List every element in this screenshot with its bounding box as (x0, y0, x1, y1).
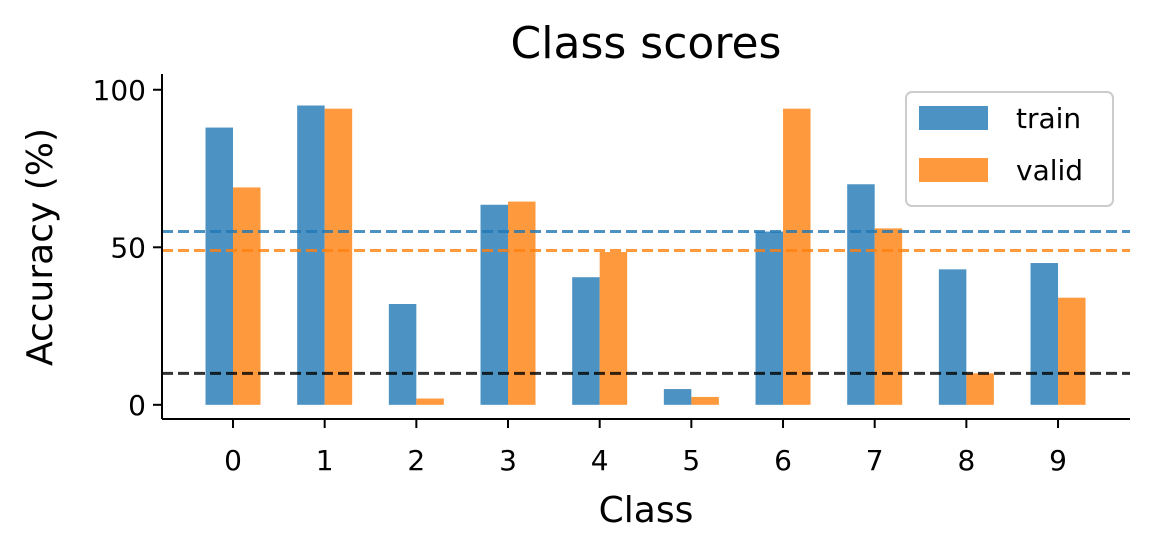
reference-lines-layer (162, 230, 1130, 375)
x-tick-label-0: 0 (224, 444, 242, 477)
bar-valid-3 (508, 201, 536, 405)
bar-valid-7 (874, 228, 903, 405)
bar-valid-0 (233, 187, 261, 405)
x-tick-label-4: 4 (591, 444, 609, 477)
bar-train-1 (297, 105, 325, 405)
y-axis-label: Accuracy (%) (20, 128, 61, 366)
chart-title: Class scores (511, 18, 782, 69)
x-tick-label-7: 7 (866, 444, 884, 477)
bar-valid-2 (416, 398, 444, 405)
bar-train-7 (847, 184, 875, 405)
x-tick-label-3: 3 (499, 444, 517, 477)
bar-train-2 (388, 304, 417, 405)
legend-swatch-train (919, 106, 988, 130)
x-tick-label-1: 1 (316, 444, 334, 477)
x-tick-label-2: 2 (407, 444, 425, 477)
bar-valid-1 (324, 108, 353, 405)
x-tick-label-5: 5 (682, 444, 700, 477)
bar-train-0 (205, 127, 233, 405)
bar-train-4 (572, 277, 600, 405)
legend-label-valid: valid (1016, 154, 1083, 187)
bar-train-5 (663, 389, 692, 405)
legend: train valid (905, 91, 1114, 207)
y-tick-label-100: 100 (93, 74, 146, 107)
bar-train-8 (938, 269, 967, 405)
bar-train-6 (755, 231, 784, 405)
bar-valid-6 (783, 108, 811, 405)
y-tick-label-50: 50 (110, 231, 146, 264)
bar-train-9 (1030, 263, 1059, 405)
bar-train-3 (480, 204, 509, 405)
y-ticks-layer: 0 50 100 (93, 74, 162, 422)
bar-valid-9 (1058, 297, 1086, 405)
bar-valid-4 (599, 252, 628, 405)
x-ticks-layer: 0 1 2 3 4 5 6 7 8 9 (224, 419, 1067, 477)
bars-layer (205, 105, 1086, 405)
x-tick-label-8: 8 (957, 444, 975, 477)
legend-label-train: train (1016, 102, 1081, 135)
bar-valid-8 (966, 373, 994, 405)
y-tick-label-0: 0 (128, 389, 146, 422)
x-axis-label: Class (599, 490, 694, 531)
x-tick-label-6: 6 (774, 444, 792, 477)
legend-swatch-valid (919, 158, 988, 182)
x-tick-label-9: 9 (1049, 444, 1067, 477)
bar-valid-5 (691, 396, 719, 405)
